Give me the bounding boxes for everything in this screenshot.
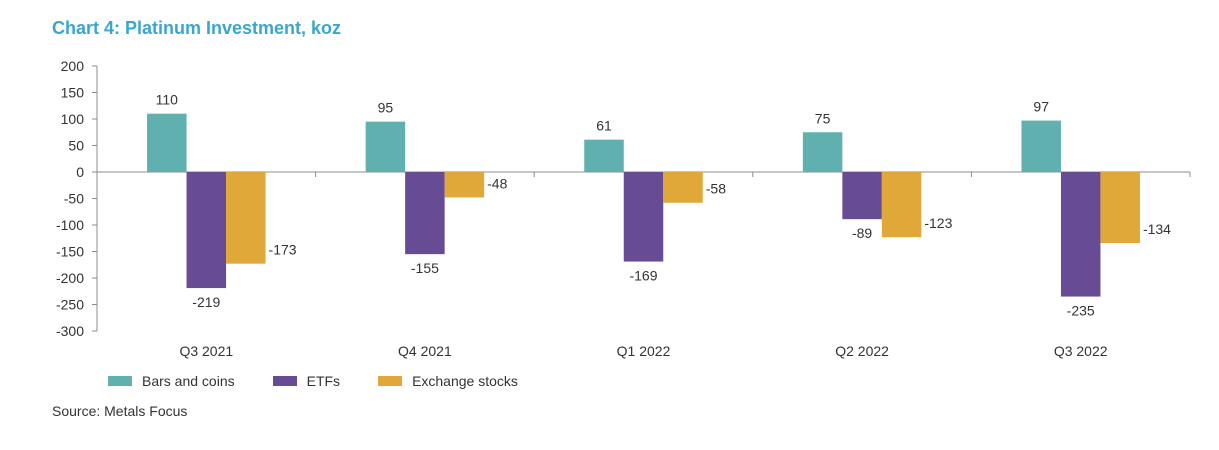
bar-bars-and-coins	[147, 113, 187, 172]
data-label-exchange-stocks: -173	[269, 242, 297, 258]
legend-label-bars-and-coins: Bars and coins	[142, 373, 235, 389]
bar-exchange-stocks	[444, 172, 485, 198]
data-label-exchange-stocks: -58	[706, 181, 726, 197]
y-tick-label: -300	[56, 323, 84, 339]
data-label-bars-and-coins: 75	[815, 110, 831, 126]
legend-label-exchange-stocks: Exchange stocks	[412, 373, 518, 389]
bar-etfs	[842, 172, 882, 220]
bar-bars-and-coins	[365, 121, 406, 172]
data-label-etfs: -89	[852, 225, 872, 241]
y-tick-label: -150	[56, 244, 84, 260]
y-tick-label: 200	[61, 58, 85, 74]
bar-etfs	[1060, 172, 1101, 297]
bar-exchange-stocks	[1100, 172, 1140, 244]
bar-exchange-stocks	[881, 172, 922, 238]
y-tick-label: 50	[68, 138, 84, 154]
source-note: Source: Metals Focus	[52, 403, 188, 419]
y-tick-label: 0	[76, 164, 84, 180]
y-tick-label: -100	[56, 217, 84, 233]
x-category-label: Q4 2021	[398, 343, 452, 359]
y-tick-label: 100	[61, 111, 85, 127]
x-category-label: Q1 2022	[617, 343, 671, 359]
data-label-etfs: -155	[411, 260, 439, 276]
data-label-exchange-stocks: -48	[487, 175, 507, 191]
bar-bars-and-coins	[584, 139, 624, 172]
data-label-bars-and-coins: 95	[378, 100, 394, 116]
data-label-etfs: -235	[1067, 303, 1095, 319]
bar-etfs	[405, 172, 445, 255]
data-label-exchange-stocks: -134	[1143, 221, 1171, 237]
x-category-label: Q3 2022	[1054, 343, 1108, 359]
legend-item-bars-and-coins: Bars and coins	[108, 373, 235, 389]
x-category-label: Q3 2021	[179, 343, 233, 359]
x-category-label: Q2 2022	[835, 343, 889, 359]
bar-exchange-stocks	[226, 172, 266, 264]
legend-item-exchange-stocks: Exchange stocks	[378, 373, 518, 389]
data-label-etfs: -169	[629, 268, 657, 284]
legend-swatch-bars-and-coins	[108, 376, 132, 386]
bar-bars-and-coins	[1021, 120, 1061, 172]
data-label-bars-and-coins: 97	[1033, 99, 1049, 115]
bar-etfs	[186, 172, 227, 289]
legend-label-etfs: ETFs	[306, 373, 341, 389]
y-tick-label: 150	[61, 85, 85, 101]
data-label-bars-and-coins: 110	[156, 92, 179, 108]
legend: Bars and coins ETFs Exchange stocks	[108, 373, 518, 389]
y-tick-label: -250	[56, 297, 84, 313]
legend-swatch-etfs	[272, 376, 297, 386]
data-label-etfs: -219	[192, 294, 220, 310]
legend-swatch-exchange-stocks	[378, 376, 403, 386]
data-label-bars-and-coins: 61	[596, 118, 612, 134]
data-label-exchange-stocks: -123	[924, 215, 952, 231]
bar-bars-and-coins	[802, 132, 843, 172]
legend-item-etfs: ETFs	[272, 373, 341, 389]
y-tick-label: -200	[56, 270, 84, 286]
bar-etfs	[623, 172, 664, 262]
bar-exchange-stocks	[663, 172, 703, 203]
y-tick-label: -50	[64, 191, 84, 207]
chart-title: Chart 4: Platinum Investment, koz	[52, 18, 342, 38]
